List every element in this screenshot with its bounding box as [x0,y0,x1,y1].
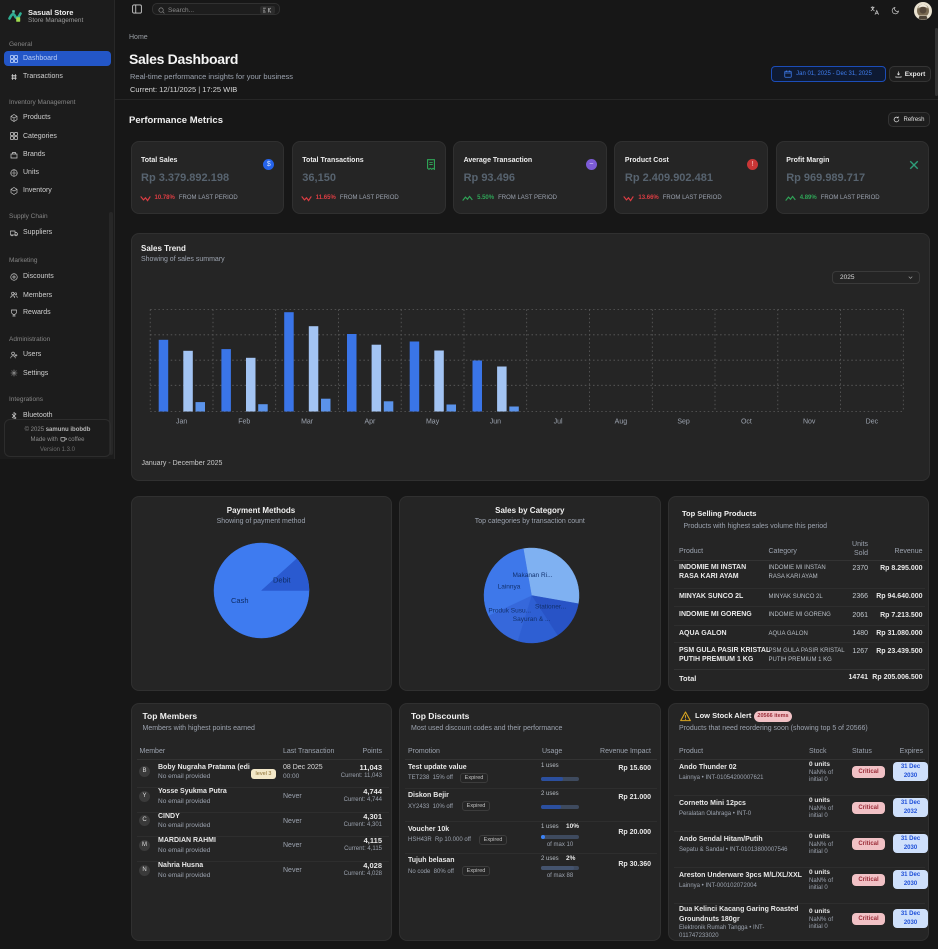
svg-text:Mar: Mar [301,418,314,425]
svg-text:Debit: Debit [273,576,291,585]
svg-text:Oct: Oct [740,418,751,425]
svg-text:Feb: Feb [238,418,250,425]
svg-text:Aug: Aug [614,418,627,425]
svg-text:May: May [425,418,439,425]
svg-text:Stationer...: Stationer... [535,604,566,611]
svg-text:Sep: Sep [677,418,690,425]
svg-text:Apr: Apr [364,418,376,425]
svg-text:Cash: Cash [231,596,249,605]
svg-text:Jun: Jun [489,418,500,425]
svg-text:Sayuran & ...: Sayuran & ... [512,616,550,623]
svg-text:Jul: Jul [553,418,562,425]
svg-text:Jan: Jan [175,418,186,425]
svg-text:Dec: Dec [865,418,878,425]
svg-text:Nov: Nov [802,418,815,425]
svg-text:Produk Susu...: Produk Susu... [488,608,531,615]
svg-text:Makanan Ri...: Makanan Ri... [512,572,552,579]
svg-text:Lainnya: Lainnya [497,584,520,591]
